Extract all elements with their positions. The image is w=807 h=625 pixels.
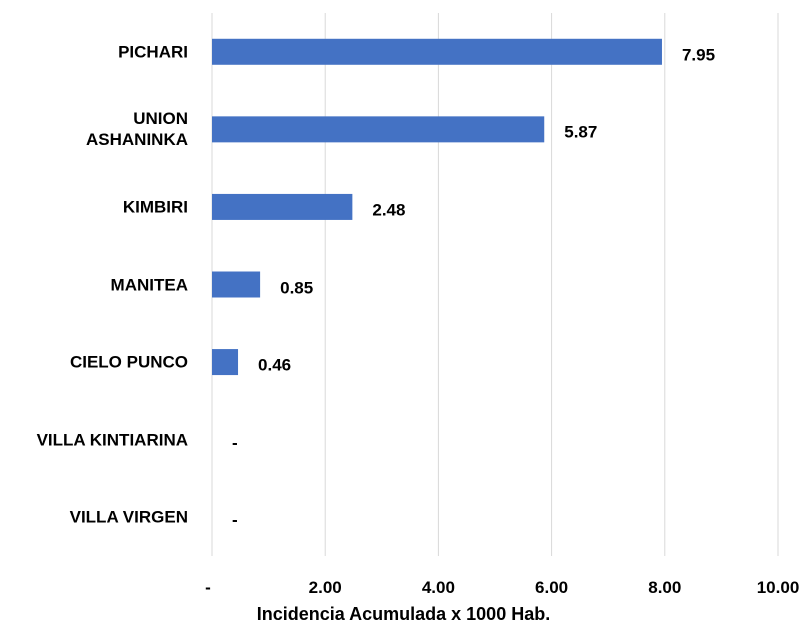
y-tick-label: PICHARI <box>118 42 188 62</box>
data-label: - <box>232 433 238 453</box>
x-tick-label: 4.00 <box>421 578 455 597</box>
y-tick-label: CIELO PUNCO <box>69 352 188 372</box>
bar <box>212 38 662 65</box>
data-label: 2.48 <box>372 200 406 220</box>
y-tick-label: KIMBIRI <box>122 197 188 217</box>
bar <box>212 116 545 143</box>
y-tick-label: MANITEA <box>110 275 188 294</box>
x-tick-label: 8.00 <box>648 578 682 597</box>
bar <box>212 193 353 220</box>
data-label: 0.46 <box>258 355 292 375</box>
x-tick-label: 6.00 <box>535 578 569 597</box>
x-tick-label: - <box>205 578 211 597</box>
y-tick-label: VILLA KINTIARINA <box>36 430 188 450</box>
bar <box>212 271 261 298</box>
x-tick-label: 2.00 <box>308 578 342 597</box>
data-label: - <box>232 510 238 530</box>
data-label: 7.95 <box>681 45 716 65</box>
data-label: 5.87 <box>564 122 598 142</box>
y-tick-label: UNION ASHANINKA <box>86 109 188 150</box>
data-label: 0.85 <box>280 278 314 297</box>
x-tick-label: 10.00 <box>756 578 800 597</box>
bar <box>212 349 239 376</box>
y-tick-label: VILLA VIRGEN <box>69 507 188 527</box>
x-axis-title: Incidencia Acumulada x 1000 Hab. <box>256 604 551 624</box>
